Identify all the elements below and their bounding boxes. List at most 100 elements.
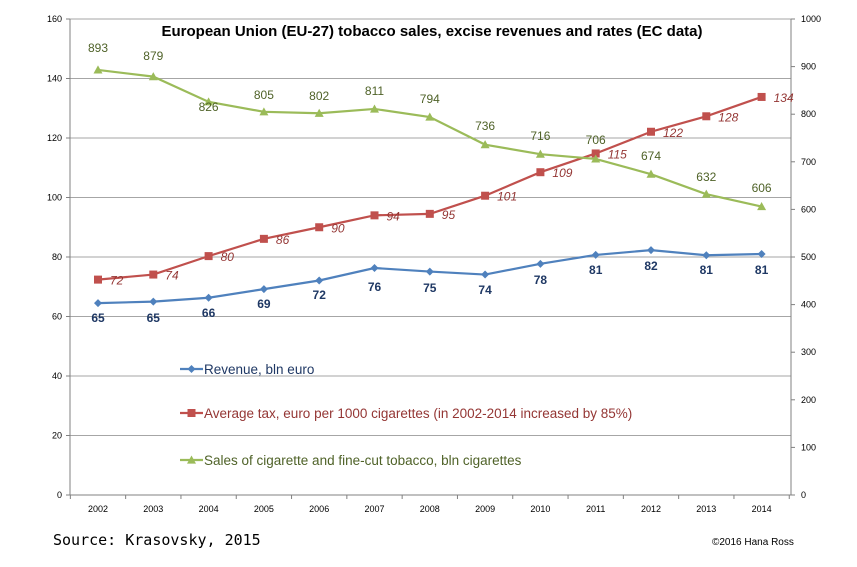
point-average-tax — [315, 223, 324, 232]
data-label-revenue: 81 — [589, 263, 603, 277]
x-tick-label: 2003 — [143, 504, 163, 514]
right-tick-label: 500 — [801, 252, 816, 262]
data-label-revenue: 74 — [478, 283, 492, 297]
point-average-tax — [647, 127, 655, 136]
data-label-revenue: 65 — [91, 311, 105, 325]
point-sales — [370, 104, 379, 113]
data-label-average-tax: 94 — [387, 209, 401, 223]
data-label-average-tax: 128 — [718, 110, 738, 124]
data-label-sales: 826 — [199, 100, 219, 114]
point-revenue — [259, 285, 268, 294]
point-average-tax — [94, 275, 102, 284]
point-average-tax — [204, 252, 213, 261]
gridlines — [70, 18, 791, 436]
point-average-tax — [536, 168, 545, 177]
right-tick-label: 700 — [801, 157, 816, 167]
left-tick-label: 120 — [47, 133, 62, 143]
x-tick-label: 2011 — [586, 504, 605, 514]
x-tick-label: 2006 — [309, 504, 329, 514]
point-sales — [314, 108, 324, 117]
right-tick-label: 1000 — [801, 14, 821, 24]
point-sales — [425, 112, 435, 121]
point-revenue — [647, 246, 655, 255]
point-revenue — [149, 297, 158, 306]
data-label-revenue: 78 — [534, 273, 548, 287]
data-label-average-tax: 90 — [331, 221, 345, 235]
point-revenue — [315, 276, 324, 285]
source-note: Source: Krasovsky, 2015 — [53, 531, 261, 549]
right-tick-label: 100 — [801, 442, 816, 452]
point-sales — [148, 72, 158, 81]
left-tick-label: 20 — [52, 431, 62, 441]
x-tick-label: 2002 — [88, 504, 108, 514]
data-label-sales: 632 — [696, 170, 716, 184]
right-tick-label: 800 — [801, 109, 816, 119]
axes: 0 20 40 60 80 100 120 140 160 0 100 200 300 400 500 600… — [47, 14, 821, 514]
x-tick-label: 2013 — [696, 504, 716, 514]
point-sales — [93, 65, 103, 74]
left-tick-label: 100 — [47, 193, 62, 203]
point-average-tax — [370, 211, 379, 220]
data-label-sales: 674 — [641, 149, 661, 163]
left-tick-label: 40 — [52, 371, 62, 381]
point-average-tax — [757, 92, 766, 101]
data-label-revenue: 66 — [202, 306, 216, 320]
data-label-revenue: 82 — [644, 259, 658, 273]
x-tick-label: 2009 — [475, 504, 495, 514]
point-revenue — [94, 299, 102, 308]
x-tick-label: 2010 — [530, 504, 550, 514]
x-tick-label: 2012 — [641, 504, 661, 514]
left-tick-label: 0 — [57, 490, 62, 500]
point-revenue — [702, 251, 711, 260]
data-label-sales: 811 — [365, 84, 384, 98]
point-revenue — [204, 293, 213, 302]
right-tick-label: 600 — [801, 204, 816, 214]
x-tick-label: 2008 — [420, 504, 440, 514]
right-tick-label: 0 — [801, 490, 806, 500]
data-label-average-tax: 72 — [110, 274, 124, 288]
data-label-sales: 802 — [309, 89, 329, 103]
point-sales — [259, 107, 269, 116]
data-label-average-tax: 86 — [276, 233, 290, 247]
legend: Revenue, bln euro Average tax, euro per 1… — [180, 362, 632, 468]
point-average-tax — [149, 270, 158, 279]
data-label-revenue: 65 — [147, 311, 161, 325]
point-sales — [480, 140, 490, 149]
data-label-revenue: 81 — [700, 263, 714, 277]
x-tick-label: 2007 — [364, 504, 384, 514]
left-tick-label: 140 — [47, 74, 62, 84]
data-label-sales: 893 — [88, 41, 108, 55]
x-tick-label: 2014 — [752, 504, 772, 514]
right-tick-label: 300 — [801, 347, 816, 357]
data-labels: 65 65 66 69 72 76 75 74 78 81 82 81 81 72 74 80 86 90 94 95… — [88, 41, 794, 325]
data-label-sales: 805 — [254, 88, 274, 102]
data-label-revenue: 72 — [313, 288, 327, 302]
point-sales — [535, 149, 545, 158]
data-label-sales: 794 — [420, 92, 440, 106]
point-average-tax — [702, 112, 711, 121]
left-tick-label: 160 — [47, 14, 62, 24]
data-label-revenue: 81 — [755, 263, 769, 277]
series-line-revenue — [97, 249, 762, 305]
right-tick-label: 200 — [801, 395, 816, 405]
legend-marker-average-tax — [187, 409, 196, 417]
data-label-average-tax: 134 — [774, 91, 794, 105]
legend-marker-revenue — [187, 365, 196, 373]
point-sales — [701, 189, 711, 198]
point-average-tax — [591, 149, 600, 158]
data-label-average-tax: 95 — [442, 208, 456, 222]
point-sales — [591, 154, 601, 163]
data-label-revenue: 75 — [423, 281, 437, 295]
legend-label-average-tax: Average tax, euro per 1000 cigarettes (i… — [204, 406, 632, 421]
data-label-average-tax: 122 — [663, 126, 683, 140]
point-revenue — [591, 250, 600, 259]
data-label-average-tax: 74 — [165, 269, 179, 283]
x-tick-label: 2004 — [199, 504, 219, 514]
data-label-revenue: 69 — [257, 297, 271, 311]
data-label-average-tax: 109 — [552, 166, 572, 180]
series-layer — [93, 65, 767, 308]
left-tick-label: 80 — [52, 252, 62, 262]
x-tick-label: 2005 — [254, 504, 274, 514]
right-tick-label: 400 — [801, 300, 816, 310]
